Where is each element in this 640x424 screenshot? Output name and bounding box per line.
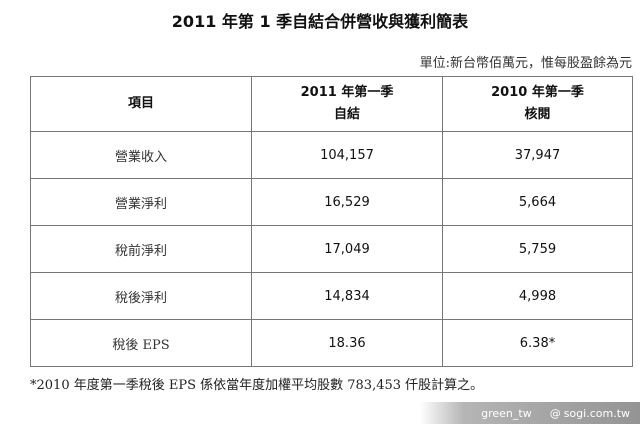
table-row: 營業收入 104,157 37,947 (30, 131, 633, 179)
cell-q1-2010: 5,664 (442, 178, 633, 226)
row-item-label: 營業收入 (30, 131, 252, 179)
footnote: *2010 年度第一季稅後 EPS 係依當年度加權平均股數 783,453 仟股… (30, 378, 484, 393)
watermark-site: sogi.com.tw (563, 406, 630, 420)
table-body: 營業收入 104,157 37,947 營業淨利 16,529 5,664 稅前… (30, 131, 633, 367)
cell-q1-2011: 17,049 (251, 225, 443, 273)
row-item-label: 稅後淨利 (30, 272, 252, 320)
cell-q1-2010: 37,947 (442, 131, 633, 179)
row-item-label: 稅後 EPS (30, 319, 252, 367)
cell-q1-2011: 104,157 (251, 131, 443, 179)
cell-q1-2011: 14,834 (251, 272, 443, 320)
header-q1-2010-line1: 2010 年第一季 (491, 85, 584, 100)
watermark-user: green_tw (481, 406, 532, 420)
cell-q1-2010: 5,759 (442, 225, 633, 273)
row-item-label: 稅前淨利 (30, 225, 252, 273)
watermark-site-group: @ sogi.com.tw (550, 407, 630, 420)
page-title: 2011 年第 1 季自結合併營收與獲利簡表 (171, 12, 469, 31)
cell-q1-2010: 4,998 (442, 272, 633, 320)
cell-q1-2011: 16,529 (251, 178, 443, 226)
header-q1-2011-line1: 2011 年第一季 (300, 85, 394, 100)
table-row: 營業淨利 16,529 5,664 (30, 178, 633, 226)
header-item-label: 項目 (127, 96, 154, 111)
header-q1-2011: 2011 年第一季 自結 (251, 76, 443, 132)
header-q1-2011-line2: 自結 (333, 107, 360, 122)
unit-note: 單位:新台幣佰萬元，惟每股盈餘為元 (419, 56, 632, 71)
header-item: 項目 (30, 76, 252, 132)
table-header: 項目 2011 年第一季 自結 2010 年第一季 核閱 (30, 76, 633, 132)
table-row: 稅前淨利 17,049 5,759 (30, 225, 633, 273)
financial-summary-table: 項目 2011 年第一季 自結 2010 年第一季 核閱 營業收入 104,15… (30, 76, 633, 367)
header-q1-2010: 2010 年第一季 核閱 (442, 76, 633, 132)
row-item-label: 營業淨利 (30, 178, 252, 226)
watermark: green_tw @ sogi.com.tw (420, 402, 640, 424)
header-q1-2010-line2: 核閱 (524, 107, 551, 122)
at-icon: @ (549, 406, 561, 420)
cell-q1-2010: 6.38* (442, 319, 633, 367)
table-row: 稅後淨利 14,834 4,998 (30, 272, 633, 320)
cell-q1-2011: 18.36 (251, 319, 443, 367)
table-row: 稅後 EPS 18.36 6.38* (30, 319, 633, 367)
table-header-row: 項目 2011 年第一季 自結 2010 年第一季 核閱 (30, 76, 633, 132)
